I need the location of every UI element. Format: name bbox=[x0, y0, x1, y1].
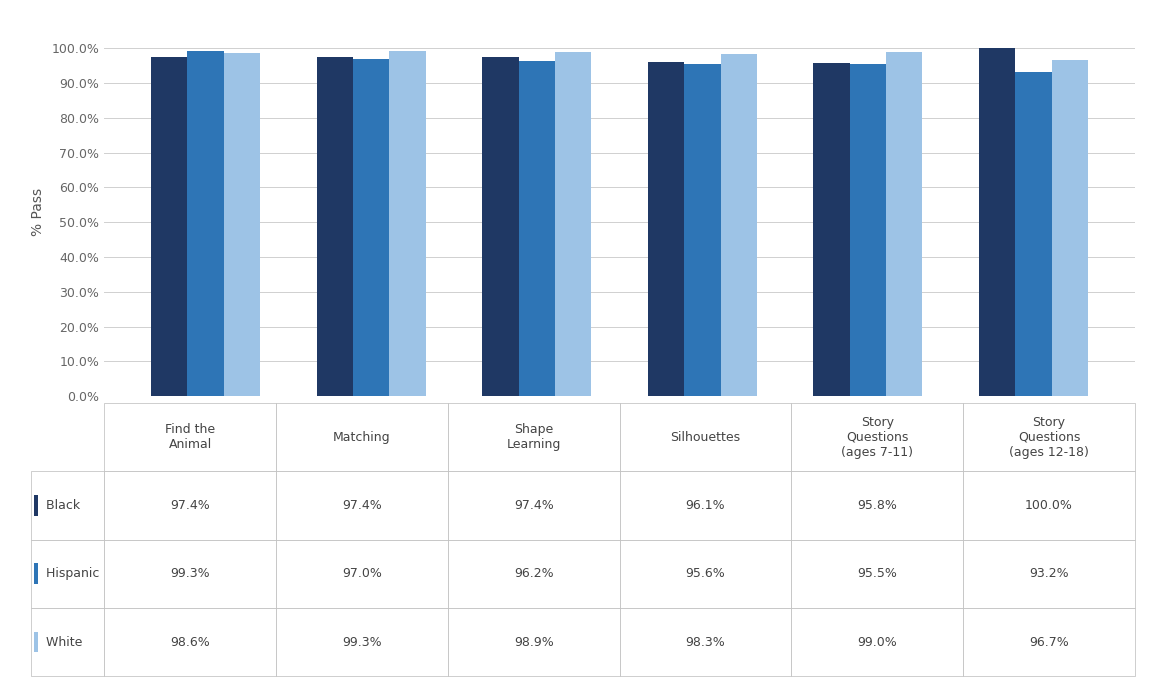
Bar bbox=[886, 52, 923, 396]
Bar bbox=[1016, 72, 1051, 396]
Bar bbox=[720, 54, 757, 396]
Bar bbox=[34, 563, 38, 584]
Bar bbox=[223, 53, 261, 396]
Bar bbox=[850, 64, 886, 396]
Bar bbox=[813, 63, 850, 396]
Bar bbox=[188, 51, 223, 396]
Bar bbox=[979, 48, 1016, 396]
Bar bbox=[482, 57, 519, 396]
Bar bbox=[316, 57, 353, 396]
Bar bbox=[353, 59, 389, 396]
Bar bbox=[647, 61, 684, 396]
Bar bbox=[34, 495, 38, 516]
Y-axis label: % Pass: % Pass bbox=[30, 188, 44, 236]
Bar bbox=[34, 632, 38, 652]
Bar bbox=[519, 61, 555, 396]
Bar bbox=[1051, 59, 1089, 396]
Bar bbox=[389, 51, 426, 396]
Bar bbox=[684, 64, 720, 396]
Bar bbox=[555, 52, 592, 396]
Bar bbox=[151, 57, 188, 396]
